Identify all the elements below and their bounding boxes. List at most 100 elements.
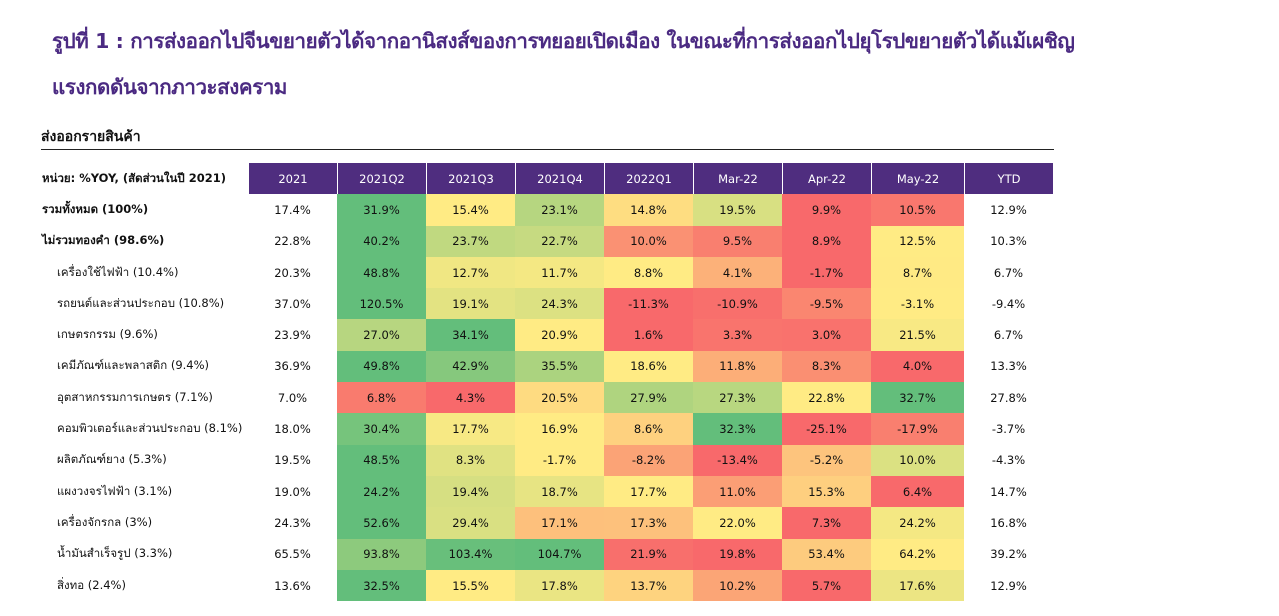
- row-label: คอมพิวเตอร์และส่วนประกอบ (8.1%): [57, 421, 243, 436]
- heat-cell: 15.4%: [426, 194, 515, 226]
- heat-cell: 17.6%: [871, 569, 964, 602]
- table-row: เครื่องจักรกล (3%) 24.3% 52.6% 29.4% 17.1% 17…: [38, 507, 1053, 539]
- heat-cell: 10.2%: [693, 569, 782, 602]
- heat-cell: 24.2%: [337, 475, 426, 508]
- heat-cell: 4.1%: [693, 256, 782, 289]
- heat-cell: 24.3%: [515, 288, 604, 320]
- table-row: รถยนต์และส่วนประกอบ (10.8%) 37.0% 120.5% 19…: [38, 288, 1053, 320]
- unit-label: หน่วย: %YOY, (สัดส่วนในปี 2021): [38, 163, 248, 195]
- heat-cell: 16.8%: [964, 507, 1053, 539]
- heat-cell: 37.0%: [248, 288, 337, 320]
- heat-cell: 7.3%: [782, 507, 871, 539]
- column-header: Apr-22: [782, 163, 871, 195]
- heat-cell: 15.3%: [782, 475, 871, 508]
- heat-cell: 15.5%: [426, 569, 515, 602]
- heat-cell: 23.1%: [515, 194, 604, 226]
- heat-cell: -9.5%: [782, 288, 871, 320]
- heat-cell: 32.5%: [337, 569, 426, 602]
- heat-cell: 9.9%: [782, 194, 871, 226]
- heat-cell: 35.5%: [515, 350, 604, 383]
- heat-cell: 11.8%: [693, 350, 782, 383]
- heat-cell: -8.2%: [604, 444, 693, 476]
- heatmap-table: หน่วย: %YOY, (สัดส่วนในปี 2021) 2021 2021…: [38, 163, 1053, 602]
- heat-cell: 13.7%: [604, 569, 693, 602]
- row-label: ผลิตภัณฑ์ยาง (5.3%): [57, 452, 167, 467]
- heat-cell: 93.8%: [337, 538, 426, 570]
- heat-cell: 22.8%: [248, 225, 337, 257]
- heat-cell: 17.4%: [248, 194, 337, 226]
- heat-cell: 65.5%: [248, 538, 337, 570]
- heat-cell: 17.1%: [515, 507, 604, 539]
- heat-cell: -3.1%: [871, 288, 964, 320]
- heat-cell: 14.8%: [604, 194, 693, 226]
- row-label: เครื่องใช้ไฟฟ้า (10.4%): [57, 264, 179, 279]
- heat-cell: 19.1%: [426, 288, 515, 320]
- heat-cell: 17.8%: [515, 569, 604, 602]
- heat-cell: 13.6%: [248, 569, 337, 602]
- heat-cell: 19.8%: [693, 538, 782, 570]
- row-label: รวมทั้งหมด (100%): [42, 201, 149, 216]
- heat-cell: 10.3%: [964, 225, 1053, 257]
- heat-cell: 3.3%: [693, 319, 782, 351]
- row-label: เคมีภัณฑ์และพลาสติก (9.4%): [57, 358, 210, 373]
- row-label: แผงวงจรไฟฟ้า (3.1%): [57, 483, 173, 498]
- column-header: Mar-22: [693, 163, 782, 195]
- header-row: หน่วย: %YOY, (สัดส่วนในปี 2021) 2021 2021…: [38, 163, 1053, 195]
- heat-cell: 39.2%: [964, 538, 1053, 570]
- heat-cell: 40.2%: [337, 225, 426, 257]
- heat-cell: 8.9%: [782, 225, 871, 257]
- heat-cell: 6.4%: [871, 475, 964, 508]
- figure-title: รูปที่ 1 : การส่งออกไปจีนขยายตัวได้จากอา…: [52, 18, 1267, 110]
- heat-cell: 17.7%: [604, 475, 693, 508]
- heat-cell: 14.7%: [964, 475, 1053, 508]
- table-row: สิ่งทอ (2.4%) 13.6% 32.5% 15.5% 17.8% 13.7% 10…: [38, 569, 1053, 602]
- heat-cell: 18.0%: [248, 413, 337, 445]
- heat-cell: -3.7%: [964, 413, 1053, 445]
- heat-cell: 32.3%: [693, 413, 782, 445]
- heat-cell: 20.5%: [515, 382, 604, 414]
- heat-cell: 27.3%: [693, 382, 782, 414]
- heat-cell: -11.3%: [604, 288, 693, 320]
- heat-cell: 18.7%: [515, 475, 604, 508]
- heat-cell: 22.7%: [515, 225, 604, 257]
- column-header: May-22: [871, 163, 964, 195]
- table-row: รวมทั้งหมด (100%) 17.4% 31.9% 15.4% 23.1% 14.…: [38, 194, 1053, 226]
- heat-cell: 3.0%: [782, 319, 871, 351]
- heat-cell: 22.0%: [693, 507, 782, 539]
- heat-cell: 1.6%: [604, 319, 693, 351]
- table-row: ผลิตภัณฑ์ยาง (5.3%) 19.5% 48.5% 8.3% -1.7% -8…: [38, 444, 1053, 476]
- heat-cell: -1.7%: [782, 256, 871, 289]
- table-row: ไม่รวมทองคำ (98.6%) 22.8% 40.2% 23.7% 22.7% 1…: [38, 225, 1053, 257]
- heat-cell: 52.6%: [337, 507, 426, 539]
- heat-cell: 48.5%: [337, 444, 426, 476]
- heat-cell: 27.8%: [964, 382, 1053, 414]
- heat-cell: 6.7%: [964, 256, 1053, 289]
- heat-cell: 24.3%: [248, 507, 337, 539]
- heat-cell: 10.0%: [871, 444, 964, 476]
- heat-cell: -4.3%: [964, 444, 1053, 476]
- heat-cell: 22.8%: [782, 382, 871, 414]
- heat-cell: -13.4%: [693, 444, 782, 476]
- heat-cell: 17.7%: [426, 413, 515, 445]
- heat-cell: 12.9%: [964, 569, 1053, 602]
- row-label: น้ำมันสำเร็จรูป (3.3%): [57, 546, 173, 561]
- heat-cell: 8.6%: [604, 413, 693, 445]
- heat-cell: 11.0%: [693, 475, 782, 508]
- heat-cell: 103.4%: [426, 538, 515, 570]
- heat-cell: 24.2%: [871, 507, 964, 539]
- heat-cell: -17.9%: [871, 413, 964, 445]
- heat-cell: 17.3%: [604, 507, 693, 539]
- heat-cell: 23.9%: [248, 319, 337, 351]
- heat-cell: 11.7%: [515, 256, 604, 289]
- figure-title-line-2: แรงกดดันจากภาวะสงคราม: [52, 75, 288, 99]
- heat-cell: 8.8%: [604, 256, 693, 289]
- heat-cell: 18.6%: [604, 350, 693, 383]
- heatmap-body: รวมทั้งหมด (100%) 17.4% 31.9% 15.4% 23.1% 14.…: [38, 194, 1053, 602]
- heat-cell: 19.4%: [426, 475, 515, 508]
- heat-cell: 20.9%: [515, 319, 604, 351]
- heat-cell: 20.3%: [248, 256, 337, 289]
- heat-cell: 10.5%: [871, 194, 964, 226]
- heat-cell: 4.0%: [871, 350, 964, 383]
- heat-cell: 42.9%: [426, 350, 515, 383]
- heat-cell: 36.9%: [248, 350, 337, 383]
